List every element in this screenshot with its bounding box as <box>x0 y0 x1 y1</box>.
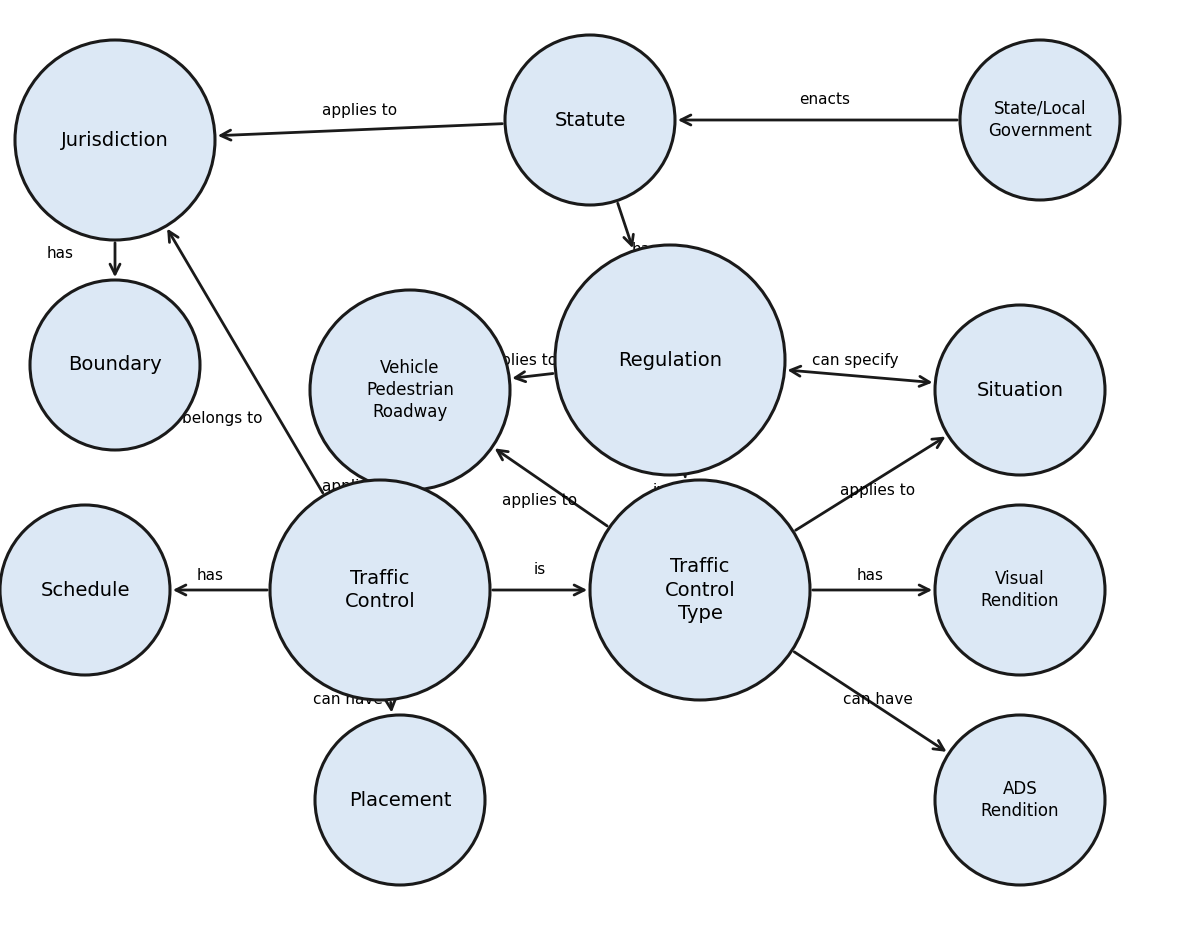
Circle shape <box>29 280 200 450</box>
Circle shape <box>505 35 675 205</box>
Circle shape <box>935 305 1105 475</box>
Text: implies: implies <box>653 482 708 497</box>
Circle shape <box>555 245 785 475</box>
Text: applies to: applies to <box>483 353 557 368</box>
Text: Visual
Rendition: Visual Rendition <box>981 569 1059 610</box>
Text: has: has <box>197 568 224 582</box>
Text: has: has <box>856 568 884 582</box>
Text: has: has <box>46 245 73 260</box>
Text: Traffic
Control: Traffic Control <box>345 569 416 611</box>
Circle shape <box>935 715 1105 885</box>
Text: Traffic
Control
Type: Traffic Control Type <box>664 557 735 623</box>
Text: can have: can have <box>313 693 383 707</box>
Text: is: is <box>534 562 547 578</box>
Text: belongs to: belongs to <box>181 410 263 426</box>
Text: enacts: enacts <box>800 93 851 107</box>
Text: Jurisdiction: Jurisdiction <box>61 131 168 149</box>
Text: can have: can have <box>843 693 913 707</box>
Text: applies to: applies to <box>840 482 915 497</box>
Text: can specify: can specify <box>812 353 899 368</box>
Circle shape <box>0 505 170 675</box>
Circle shape <box>590 480 810 700</box>
Text: Vehicle
Pedestrian
Roadway: Vehicle Pedestrian Roadway <box>366 358 454 421</box>
Circle shape <box>935 505 1105 675</box>
Text: Schedule: Schedule <box>40 581 130 599</box>
Circle shape <box>315 715 485 885</box>
Text: Statute: Statute <box>555 110 626 130</box>
Circle shape <box>960 40 1120 200</box>
Text: State/Local
Government: State/Local Government <box>988 100 1092 140</box>
Text: applies to: applies to <box>323 480 397 494</box>
Text: Placement: Placement <box>349 791 451 809</box>
Circle shape <box>270 480 490 700</box>
Text: Regulation: Regulation <box>618 351 722 369</box>
Text: applies to: applies to <box>503 493 577 507</box>
Circle shape <box>310 290 510 490</box>
Circle shape <box>15 40 216 240</box>
Text: ADS
Rendition: ADS Rendition <box>981 780 1059 820</box>
Text: applies to: applies to <box>323 103 397 118</box>
Text: Situation: Situation <box>977 381 1064 399</box>
Text: Boundary: Boundary <box>68 356 161 374</box>
Text: has: has <box>631 243 659 257</box>
